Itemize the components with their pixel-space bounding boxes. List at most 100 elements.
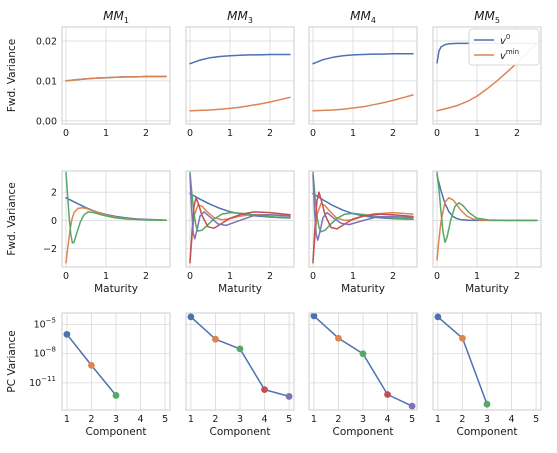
x-tick-label: 2 xyxy=(267,271,273,282)
x-tick-label: 1 xyxy=(350,271,356,282)
x-tick-label: 1 xyxy=(103,271,109,282)
x-tick-label: 5 xyxy=(533,414,539,425)
x-tick-label: 1 xyxy=(188,414,194,425)
axes-frame xyxy=(432,170,542,268)
series-line xyxy=(189,174,291,240)
data-point xyxy=(285,393,293,400)
data-point xyxy=(212,335,219,343)
x-tick-label: 0 xyxy=(63,128,69,139)
y-tick-label: 10−11 xyxy=(29,375,56,389)
row-ylabel: PC Variance xyxy=(6,330,18,392)
data-point xyxy=(63,330,71,338)
x-tick-label: 1 xyxy=(64,414,70,425)
series-line xyxy=(312,191,414,264)
x-tick-label: 0 xyxy=(434,271,440,282)
data-point xyxy=(261,386,268,394)
series-group xyxy=(187,313,293,400)
x-tick-label: 2 xyxy=(88,414,94,425)
data-point xyxy=(310,313,318,320)
subplot: 0 1 2 xyxy=(308,26,418,139)
series-group xyxy=(312,171,414,264)
subplot: 1 2 3 4 5 Component xyxy=(185,312,295,438)
legend-entry-base: v xyxy=(500,36,507,47)
x-tick-label: 1 xyxy=(103,128,109,139)
x-tick-label: 3 xyxy=(113,414,119,425)
x-tick-label: 2 xyxy=(143,128,149,139)
axes-frame xyxy=(432,26,542,125)
plot-area xyxy=(186,171,294,267)
column-title-subscript: 1 xyxy=(124,16,129,25)
x-tick-label: 3 xyxy=(237,414,243,425)
x-tick-label: 2 xyxy=(390,128,396,139)
y-tick-label: 0.02 xyxy=(36,36,57,47)
y-tick-label: 2 xyxy=(51,188,57,199)
series-line xyxy=(312,52,414,65)
series-group xyxy=(189,53,291,112)
y-tick-base: 10 xyxy=(34,320,46,331)
y-tick-label: 10−5 xyxy=(34,317,56,331)
column-title-base: MM xyxy=(103,9,124,23)
data-point xyxy=(236,345,244,353)
series-line xyxy=(189,96,291,112)
x-tick-label: 1 xyxy=(227,128,233,139)
data-point xyxy=(408,402,416,410)
x-tick-label: 0 xyxy=(187,128,193,139)
subplot: 0 1 2 Maturity xyxy=(308,170,418,295)
series-line xyxy=(436,171,538,244)
series-group xyxy=(65,75,167,82)
y-tick-exponent: −11 xyxy=(41,375,56,383)
series-line xyxy=(90,364,117,397)
plot-area xyxy=(186,27,294,124)
column-title-subscript: 3 xyxy=(248,16,253,25)
data-point xyxy=(335,334,342,342)
x-tick-label: 2 xyxy=(143,271,149,282)
data-point xyxy=(112,392,120,399)
column-title-base: MM xyxy=(350,9,371,23)
series-line xyxy=(65,171,167,244)
column-title-base: MM xyxy=(474,9,495,23)
series-line xyxy=(66,333,93,367)
legend-entry-superscript: min xyxy=(506,48,519,56)
data-point xyxy=(483,400,491,408)
column-title-subscript: 5 xyxy=(495,16,500,25)
plot-area xyxy=(62,27,170,124)
column-title: MM5 xyxy=(474,9,500,25)
axes-frame xyxy=(308,170,418,268)
x-tick-label: 2 xyxy=(212,414,218,425)
x-axis-label: Component xyxy=(86,426,147,438)
x-tick-label: 5 xyxy=(162,414,168,425)
x-tick-label: 0 xyxy=(310,271,316,282)
subplot: 1 2 3 4 5 Component xyxy=(432,312,542,438)
row-ylabel: Fwd. Variance xyxy=(6,39,18,112)
subplot: 1 2 3 4 5 Component xyxy=(308,312,418,438)
legend-box xyxy=(468,28,540,66)
x-axis-label: Maturity xyxy=(94,283,138,295)
series-group xyxy=(312,52,414,112)
x-tick-label: 2 xyxy=(459,414,465,425)
axes-frame xyxy=(61,26,171,125)
y-tick-label: 0.00 xyxy=(36,116,57,127)
x-axis-label: Component xyxy=(457,426,518,438)
legend-entry: vmin xyxy=(500,48,519,62)
axes-frame xyxy=(185,170,295,268)
x-axis-label: Component xyxy=(210,426,271,438)
x-axis-label: Component xyxy=(333,426,394,438)
x-tick-label: 5 xyxy=(286,414,292,425)
subplot: 0 1 2 xyxy=(185,26,295,139)
x-tick-label: 4 xyxy=(138,414,144,425)
axes-frame xyxy=(61,312,171,411)
y-tick-label: 0.01 xyxy=(36,76,57,87)
x-tick-label: 3 xyxy=(484,414,490,425)
data-point xyxy=(384,391,391,398)
subplot: 0 1 2 −2 0 2 Maturity xyxy=(43,170,171,295)
y-tick-base: 10 xyxy=(34,349,46,360)
x-tick-label: 1 xyxy=(227,271,233,282)
x-axis-label: Maturity xyxy=(341,283,385,295)
legend-entry-superscript: 0 xyxy=(506,33,510,41)
x-tick-label: 4 xyxy=(509,414,515,425)
axes-frame xyxy=(308,312,418,411)
x-tick-label: 2 xyxy=(390,271,396,282)
